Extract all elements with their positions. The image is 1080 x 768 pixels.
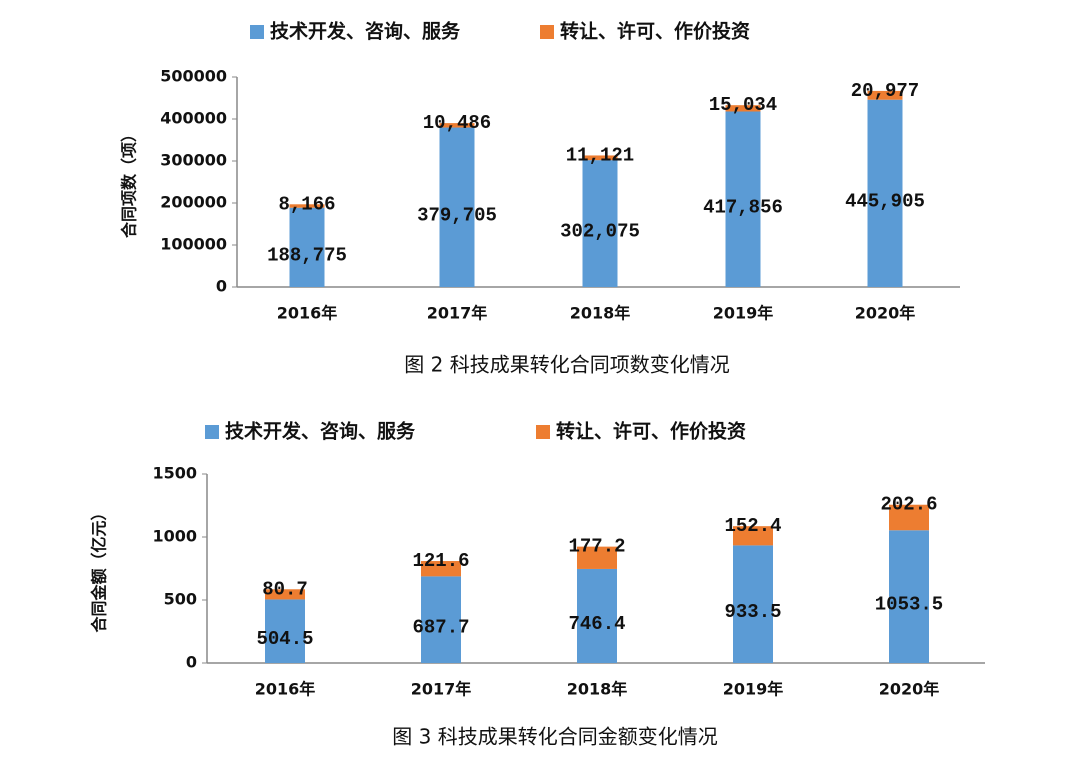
data-label: 202.6 [880, 494, 937, 516]
legend-label: 技术开发、咨询、服务 [270, 20, 461, 43]
bar-segment [582, 155, 618, 161]
data-label: 379,705 [417, 204, 497, 226]
data-label: 8,166 [278, 193, 335, 215]
data-label: 20,977 [851, 80, 919, 102]
y-axis-label: 合同项数（项） [120, 126, 139, 238]
y-axis-label: 合同金额（亿元） [90, 504, 109, 632]
data-label: 746.4 [568, 613, 625, 635]
caption: 图 2 科技成果转化合同项数变化情况 [404, 353, 729, 377]
data-label: 80.7 [262, 578, 308, 600]
data-label: 504.5 [256, 628, 313, 650]
data-label: 121.6 [412, 550, 469, 572]
y-tick-label: 200000 [160, 193, 227, 212]
bar-segment [439, 123, 475, 128]
data-label: 177.2 [568, 536, 625, 558]
y-tick-label: 0 [186, 653, 197, 672]
data-label: 15,034 [709, 94, 777, 116]
data-label: 1053.5 [875, 594, 943, 616]
legend-label: 技术开发、咨询、服务 [225, 420, 416, 443]
bar-segment [577, 568, 617, 663]
legend-swatch [250, 25, 264, 39]
y-tick-label: 500000 [160, 67, 227, 86]
bar-segment [265, 599, 305, 663]
legend-label: 转让、许可、作价投资 [560, 20, 750, 43]
data-label: 687.7 [412, 617, 469, 639]
legend-swatch [536, 425, 550, 439]
bar-segment [421, 576, 461, 663]
legend-swatch [540, 25, 554, 39]
y-tick-label: 1000 [152, 527, 197, 546]
y-tick-label: 500 [164, 590, 197, 609]
bar-segment [733, 526, 773, 546]
data-label: 188,775 [267, 244, 347, 266]
y-tick-label: 400000 [160, 109, 227, 128]
y-tick-label: 300000 [160, 151, 227, 170]
x-tick-label: 2016年 [277, 304, 338, 323]
bar-segment [265, 589, 305, 600]
x-tick-label: 2019年 [713, 304, 774, 323]
bar-segment [421, 561, 461, 577]
x-tick-label: 2016年 [255, 680, 316, 699]
bar-segment [289, 207, 325, 287]
bar-segment [439, 127, 475, 288]
y-tick-label: 1500 [152, 464, 197, 483]
data-label: 445,905 [845, 190, 925, 212]
data-label: 152.4 [724, 515, 781, 537]
legend-swatch [205, 425, 219, 439]
data-label: 417,856 [703, 196, 783, 218]
x-tick-label: 2018年 [570, 304, 631, 323]
bar-segment [577, 546, 617, 569]
x-tick-label: 2017年 [427, 304, 488, 323]
data-label: 11,121 [566, 144, 634, 166]
bar-segment [867, 99, 903, 287]
data-label: 302,075 [560, 221, 640, 243]
x-tick-label: 2020年 [855, 304, 916, 323]
bar-segment [889, 530, 929, 663]
bar-segment [289, 204, 325, 208]
x-tick-label: 2018年 [567, 680, 628, 699]
bar-segment [867, 90, 903, 100]
bar-segment [733, 545, 773, 663]
caption: 图 3 科技成果转化合同金额变化情况 [392, 725, 717, 749]
data-label: 10,486 [423, 112, 491, 134]
y-tick-label: 100000 [160, 235, 227, 254]
x-tick-label: 2019年 [723, 680, 784, 699]
bar-segment [889, 504, 929, 531]
x-tick-label: 2020年 [879, 680, 940, 699]
bar-segment [582, 160, 618, 287]
x-tick-label: 2017年 [411, 680, 472, 699]
legend-label: 转让、许可、作价投资 [556, 420, 746, 443]
data-label: 933.5 [724, 601, 781, 623]
y-tick-label: 0 [216, 277, 227, 296]
bar-segment [725, 111, 761, 287]
bar-segment [725, 105, 761, 112]
